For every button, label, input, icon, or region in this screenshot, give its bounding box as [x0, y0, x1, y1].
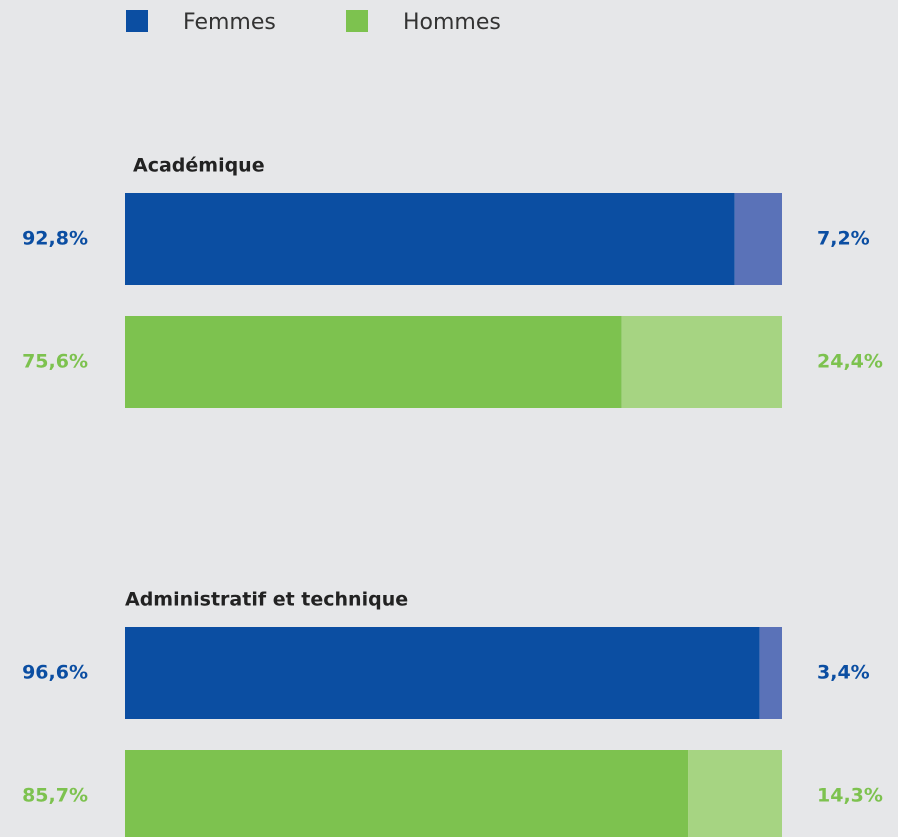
bar-segment	[125, 193, 735, 285]
legend-swatch	[126, 10, 148, 32]
bar-segment	[125, 627, 760, 719]
bar-segment	[688, 750, 782, 837]
group-title: Administratif et technique	[125, 589, 408, 611]
legend-label: Femmes	[183, 10, 276, 35]
legend-swatch	[346, 10, 368, 32]
value-label: 24,4%	[817, 351, 883, 373]
bar-segment	[125, 750, 689, 837]
value-label: 3,4%	[817, 662, 870, 684]
bar-segment	[125, 316, 622, 408]
value-label: 92,8%	[22, 228, 88, 250]
value-label: 85,7%	[22, 785, 88, 807]
bar-segment	[759, 627, 782, 719]
group-title: Académique	[133, 155, 265, 177]
bar-segment	[621, 316, 782, 408]
value-label: 14,3%	[817, 785, 883, 807]
bar-segment	[734, 193, 782, 285]
value-label: 96,6%	[22, 662, 88, 684]
legend-label: Hommes	[403, 10, 501, 35]
value-label: 75,6%	[22, 351, 88, 373]
value-label: 7,2%	[817, 228, 870, 250]
